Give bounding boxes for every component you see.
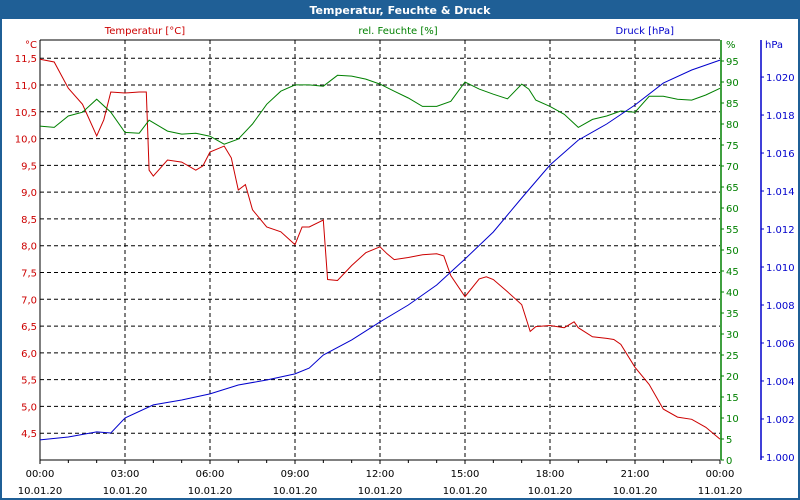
x-tick-date: 10.01.20 — [188, 486, 233, 497]
pressure-line — [39, 59, 721, 441]
left-tick-label: 6,5 — [21, 322, 37, 333]
x-tick-time: 03:00 — [111, 469, 140, 480]
humidity-tick-label: 75 — [726, 141, 739, 152]
pressure-tick-label: 1.000 — [766, 453, 795, 464]
x-tick-date: 10.01.20 — [18, 486, 63, 497]
x-tick-date: 10.01.20 — [528, 486, 573, 497]
x-tick-date: 10.01.20 — [613, 486, 658, 497]
left-tick-label: 5,0 — [21, 402, 37, 413]
humidity-tick-label: 20 — [726, 372, 739, 383]
left-axis-title: Temperatur [°C] — [104, 26, 185, 37]
pressure-tick-label: 1.020 — [766, 73, 795, 84]
x-tick-time: 18:00 — [536, 469, 565, 480]
x-tick-time: 06:00 — [196, 469, 225, 480]
left-tick-label: 5,5 — [21, 376, 37, 387]
left-tick-label: 7,0 — [21, 295, 37, 306]
left-tick-label: 11,0 — [15, 81, 37, 92]
humidity-tick-label: 40 — [726, 288, 739, 299]
left-tick-label: 8,5 — [21, 215, 37, 226]
left-tick-label: 8,0 — [21, 242, 37, 253]
x-tick-date: 11.01.20 — [698, 486, 743, 497]
x-tick-time: 15:00 — [451, 469, 480, 480]
pressure-tick-label: 1.012 — [766, 225, 795, 236]
humidity-tick-label: 0 — [726, 456, 732, 467]
humidity-tick-label: 50 — [726, 246, 739, 257]
pressure-axis-title: Druck [hPa] — [616, 26, 675, 37]
left-tick-label: 7,5 — [21, 269, 37, 280]
humidity-tick-label: 45 — [726, 267, 739, 278]
pressure-tick-label: 1.006 — [766, 339, 795, 350]
pressure-tick-label: 1.016 — [766, 149, 795, 160]
left-tick-label: 11,5 — [15, 54, 37, 65]
window-title: Temperatur, Feuchte & Druck — [2, 2, 798, 19]
temperature-line — [39, 58, 721, 440]
left-tick-label: 10,5 — [15, 108, 37, 119]
left-axis-unit: °C — [25, 40, 37, 51]
x-tick-date: 10.01.20 — [358, 486, 403, 497]
pressure-axis-unit: hPa — [765, 40, 783, 51]
humidity-tick-label: 10 — [726, 414, 739, 425]
humidity-tick-label: 80 — [726, 120, 739, 131]
humidity-tick-label: 15 — [726, 393, 739, 404]
humidity-tick-label: 85 — [726, 99, 739, 110]
pressure-tick-label: 1.018 — [766, 111, 795, 122]
pressure-tick-label: 1.014 — [766, 187, 795, 198]
humidity-axis-title: rel. Feuchte [%] — [358, 26, 437, 37]
pressure-tick-label: 1.010 — [766, 263, 795, 274]
humidity-tick-label: 70 — [726, 162, 739, 173]
x-tick-time: 09:00 — [281, 469, 310, 480]
humidity-axis-unit: % — [726, 40, 736, 51]
x-tick-time: 00:00 — [706, 469, 735, 480]
left-tick-label: 10,0 — [15, 135, 37, 146]
pressure-tick-label: 1.002 — [766, 415, 795, 426]
x-tick-time: 21:00 — [621, 469, 650, 480]
x-tick-date: 10.01.20 — [443, 486, 488, 497]
left-tick-label: 9,5 — [21, 161, 37, 172]
pressure-tick-label: 1.008 — [766, 301, 795, 312]
humidity-tick-label: 65 — [726, 183, 739, 194]
humidity-line — [39, 74, 721, 145]
humidity-tick-label: 35 — [726, 309, 739, 320]
x-tick-date: 10.01.20 — [273, 486, 318, 497]
x-tick-date: 10.01.20 — [103, 486, 148, 497]
pressure-tick-label: 1.004 — [766, 377, 795, 388]
humidity-tick-label: 25 — [726, 351, 739, 362]
humidity-tick-label: 5 — [726, 435, 732, 446]
humidity-tick-label: 30 — [726, 330, 739, 341]
humidity-tick-label: 60 — [726, 204, 739, 215]
x-tick-time: 00:00 — [26, 469, 55, 480]
humidity-tick-label: 55 — [726, 225, 739, 236]
left-tick-label: 4,5 — [21, 429, 37, 440]
left-tick-label: 9,0 — [21, 188, 37, 199]
left-tick-label: 6,0 — [21, 349, 37, 360]
humidity-tick-label: 95 — [726, 57, 739, 68]
x-tick-time: 12:00 — [366, 469, 395, 480]
humidity-tick-label: 90 — [726, 78, 739, 89]
